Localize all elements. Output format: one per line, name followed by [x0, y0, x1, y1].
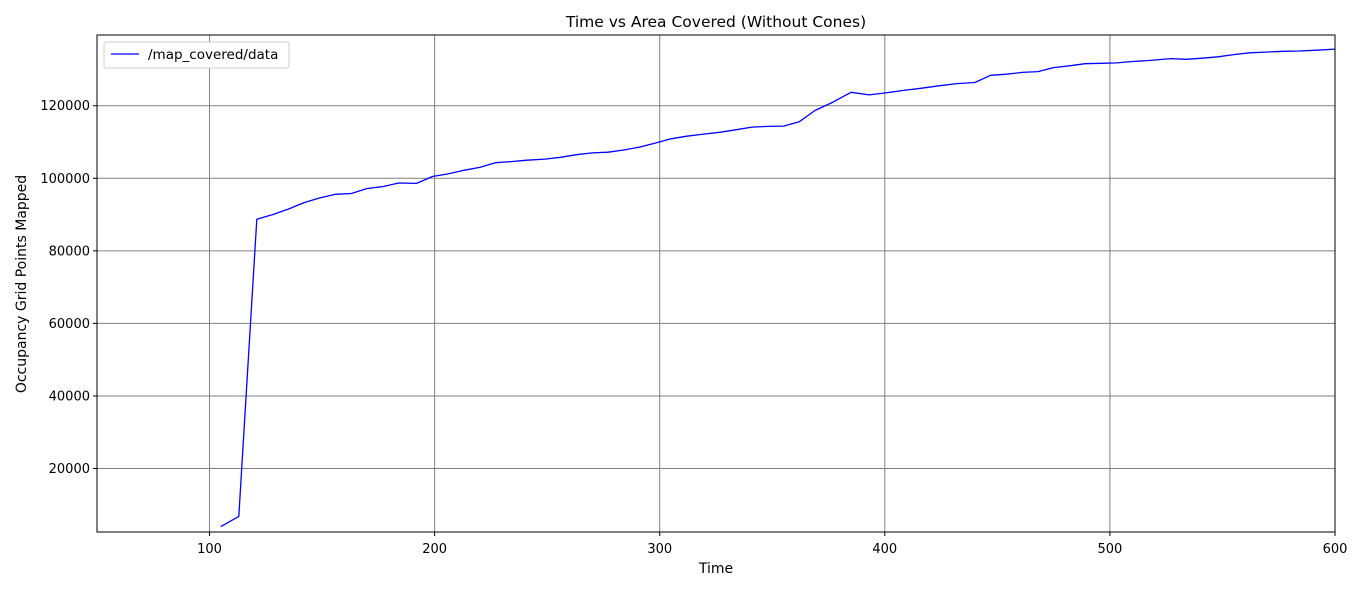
chart-title: Time vs Area Covered (Without Cones) — [565, 13, 866, 31]
y-tick-label: 80000 — [49, 244, 90, 259]
y-tick-label: 100000 — [40, 172, 90, 187]
y-axis-label: Occupancy Grid Points Mapped — [14, 175, 30, 393]
y-tick-label: 120000 — [40, 99, 90, 114]
plot-area-frame — [96, 34, 1336, 533]
x-tick-label: 200 — [422, 542, 447, 557]
y-tick-label: 60000 — [49, 317, 90, 332]
x-tick-label: 600 — [1323, 542, 1348, 557]
x-axis-label: Time — [698, 561, 733, 577]
series-line — [220, 48, 1336, 528]
axis-ticks: 100 200 300 400 500 600 20000 40000 60000 80000 10… — [40, 99, 1347, 557]
series-layer — [220, 48, 1336, 528]
y-tick-label: 20000 — [49, 462, 90, 477]
legend-entry-label: /map_covered/data — [148, 47, 278, 63]
x-tick-label: 300 — [647, 542, 672, 557]
x-tick-label: 100 — [197, 542, 222, 557]
y-tick-label: 40000 — [49, 389, 90, 404]
x-tick-label: 500 — [1097, 542, 1122, 557]
legend-box — [103, 41, 290, 69]
x-tick-label: 400 — [872, 542, 897, 557]
legend: /map_covered/data — [103, 41, 290, 69]
